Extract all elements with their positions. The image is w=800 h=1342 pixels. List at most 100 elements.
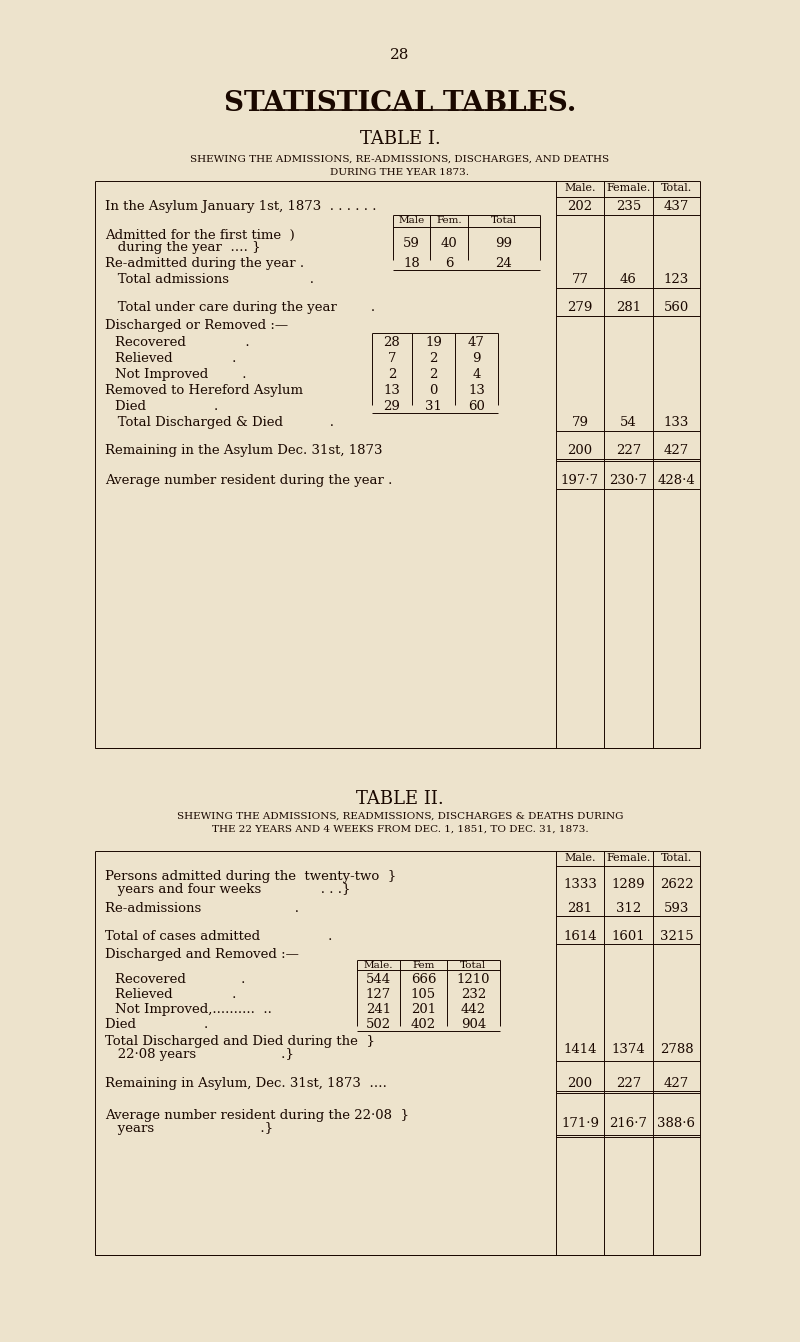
Text: 427: 427: [664, 1078, 689, 1090]
Text: Total Discharged & Died           .: Total Discharged & Died .: [105, 416, 334, 429]
Text: Total of cases admitted                .: Total of cases admitted .: [105, 930, 332, 943]
Text: 46: 46: [620, 272, 637, 286]
Text: 18: 18: [403, 258, 420, 270]
Text: Average number resident during the 22·08  }: Average number resident during the 22·08…: [105, 1108, 409, 1122]
Text: Not Improved        .: Not Improved .: [115, 368, 246, 381]
Text: 241: 241: [366, 1002, 391, 1016]
Text: Female.: Female.: [606, 854, 650, 863]
Text: TABLE I.: TABLE I.: [360, 130, 440, 148]
Text: 544: 544: [366, 973, 391, 986]
Text: Total admissions                   .: Total admissions .: [105, 272, 314, 286]
Text: Fem: Fem: [412, 961, 434, 970]
Text: 13: 13: [468, 384, 485, 397]
Text: Total.: Total.: [661, 183, 692, 193]
Text: 197·7: 197·7: [561, 474, 599, 487]
Text: 59: 59: [403, 238, 420, 250]
Text: Remaining in the Asylum Dec. 31st, 1873: Remaining in the Asylum Dec. 31st, 1873: [105, 444, 382, 458]
Text: 281: 281: [567, 902, 593, 915]
Text: 1210: 1210: [457, 973, 490, 986]
Text: STATISTICAL TABLES.: STATISTICAL TABLES.: [224, 90, 576, 117]
Text: Not Improved,..........  ..: Not Improved,.......... ..: [115, 1002, 272, 1016]
Text: Total Discharged and Died during the  }: Total Discharged and Died during the }: [105, 1035, 375, 1048]
Text: 200: 200: [567, 1078, 593, 1090]
Text: DURING THE YEAR 1873.: DURING THE YEAR 1873.: [330, 168, 470, 177]
Text: 1601: 1601: [612, 930, 646, 943]
Text: 40: 40: [441, 238, 458, 250]
Text: 202: 202: [567, 200, 593, 213]
Text: Died                .: Died .: [105, 1019, 208, 1031]
Text: Male: Male: [398, 216, 425, 225]
Text: 437: 437: [664, 200, 689, 213]
Text: 0: 0: [430, 384, 438, 397]
Text: 227: 227: [616, 1078, 641, 1090]
Text: 388·6: 388·6: [658, 1117, 695, 1130]
Text: 4: 4: [472, 368, 481, 381]
Text: Male.: Male.: [564, 183, 596, 193]
Text: Persons admitted during the  twenty-two  }: Persons admitted during the twenty-two }: [105, 870, 396, 883]
Text: 1414: 1414: [563, 1043, 597, 1056]
Text: 200: 200: [567, 444, 593, 458]
Text: THE 22 YEARS AND 4 WEEKS FROM DEC. 1, 1851, TO DEC. 31, 1873.: THE 22 YEARS AND 4 WEEKS FROM DEC. 1, 18…: [212, 825, 588, 833]
Text: Relieved              .: Relieved .: [115, 988, 236, 1001]
Text: 54: 54: [620, 416, 637, 429]
Text: Total.: Total.: [661, 854, 692, 863]
Text: 105: 105: [411, 988, 436, 1001]
Text: 281: 281: [616, 301, 641, 314]
Text: Female.: Female.: [606, 183, 650, 193]
Text: Discharged or Removed :—: Discharged or Removed :—: [105, 319, 288, 331]
Text: years                         .}: years .}: [105, 1122, 273, 1135]
Text: Male.: Male.: [564, 854, 596, 863]
Text: 427: 427: [664, 444, 689, 458]
Text: 560: 560: [664, 301, 689, 314]
Text: 22·08 years                    .}: 22·08 years .}: [105, 1048, 294, 1062]
Text: 77: 77: [571, 272, 589, 286]
Text: 127: 127: [366, 988, 391, 1001]
Text: 904: 904: [461, 1019, 486, 1031]
Text: 60: 60: [468, 400, 485, 413]
Text: 79: 79: [571, 416, 589, 429]
Text: 428·4: 428·4: [658, 474, 695, 487]
Text: 312: 312: [616, 902, 641, 915]
Text: 1333: 1333: [563, 878, 597, 891]
Text: Total under care during the year        .: Total under care during the year .: [105, 301, 375, 314]
Text: 1289: 1289: [612, 878, 646, 891]
Text: 2: 2: [430, 352, 438, 365]
Text: Removed to Hereford Asylum: Removed to Hereford Asylum: [105, 384, 303, 397]
Text: during the year  …. }: during the year …. }: [105, 242, 261, 254]
Text: 3215: 3215: [660, 930, 694, 943]
Text: 47: 47: [468, 336, 485, 349]
Text: 24: 24: [496, 258, 512, 270]
Text: 1614: 1614: [563, 930, 597, 943]
Text: 123: 123: [664, 272, 689, 286]
Text: 29: 29: [383, 400, 401, 413]
Text: 19: 19: [425, 336, 442, 349]
Text: Total: Total: [491, 216, 517, 225]
Text: Total: Total: [460, 961, 486, 970]
Text: 232: 232: [461, 988, 486, 1001]
Text: 13: 13: [383, 384, 401, 397]
Text: Re-admissions                      .: Re-admissions .: [105, 902, 299, 915]
Text: Remaining in Asylum, Dec. 31st, 1873  ….: Remaining in Asylum, Dec. 31st, 1873 ….: [105, 1078, 387, 1090]
Text: Recovered             .: Recovered .: [115, 973, 246, 986]
Text: years and four weeks              . . .}: years and four weeks . . .}: [105, 883, 350, 896]
Text: 442: 442: [461, 1002, 486, 1016]
Text: Male.: Male.: [364, 961, 394, 970]
Text: Average number resident during the year .: Average number resident during the year …: [105, 474, 392, 487]
Text: In the Asylum January 1st, 1873  . . . . . .: In the Asylum January 1st, 1873 . . . . …: [105, 200, 377, 213]
Text: 28: 28: [390, 48, 410, 62]
Text: Re-admitted during the year .: Re-admitted during the year .: [105, 258, 304, 270]
Text: 9: 9: [472, 352, 481, 365]
Text: 6: 6: [445, 258, 454, 270]
Text: 235: 235: [616, 200, 641, 213]
Text: Relieved              .: Relieved .: [115, 352, 236, 365]
Text: 201: 201: [411, 1002, 436, 1016]
Text: 402: 402: [411, 1019, 436, 1031]
Text: Died                .: Died .: [115, 400, 218, 413]
Text: Admitted for the first time  ): Admitted for the first time ): [105, 229, 294, 242]
Text: 2788: 2788: [660, 1043, 694, 1056]
Text: 666: 666: [410, 973, 436, 986]
Text: 279: 279: [567, 301, 593, 314]
Text: 2: 2: [388, 368, 396, 381]
Text: 7: 7: [388, 352, 396, 365]
Text: 216·7: 216·7: [610, 1117, 647, 1130]
